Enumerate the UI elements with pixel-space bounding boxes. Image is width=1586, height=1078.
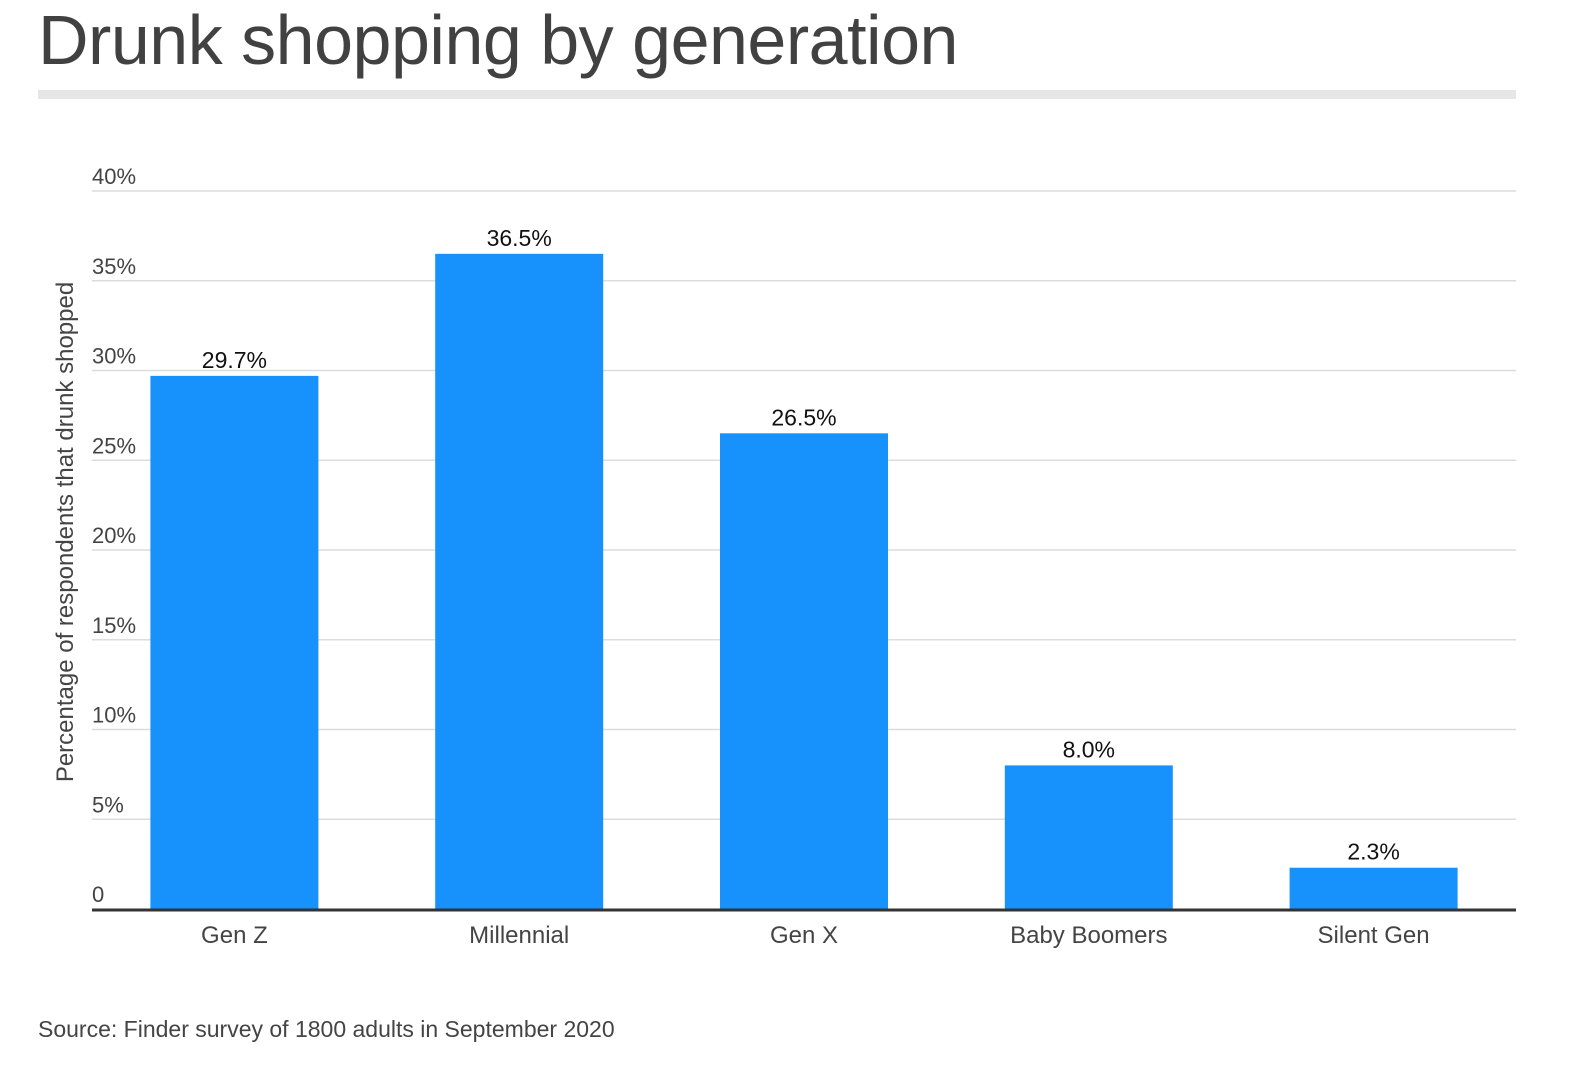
y-axis-label: Percentage of respondents that drunk sho… [52, 282, 79, 782]
bar-value-label: 8.0% [1063, 736, 1115, 762]
bar [150, 375, 319, 909]
y-tick-label: 0 [92, 882, 104, 907]
x-tick-label: Baby Boomers [1010, 922, 1167, 949]
x-tick-label: Gen X [770, 922, 838, 949]
bar-value-label: 36.5% [487, 225, 552, 251]
bar-value-label: 2.3% [1347, 839, 1399, 865]
bars [150, 253, 1458, 909]
y-tick-label: 5% [92, 792, 124, 817]
bar-value-labels: 29.7% 36.5% 26.5% 8.0% 2.3% [202, 225, 1400, 865]
title-divider [38, 90, 1516, 99]
x-tick-label: Gen Z [201, 922, 268, 949]
source-note: Source: Finder survey of 1800 adults in … [38, 1016, 615, 1042]
bar-value-label: 26.5% [771, 404, 836, 430]
y-tick-label: 15% [92, 613, 136, 638]
bar [1004, 765, 1173, 909]
bar [720, 433, 888, 909]
y-axis-ticks: 0 5% 10% 15% 20% 25% 30% 35% 40% [92, 164, 136, 907]
y-tick-label: 20% [92, 523, 136, 548]
bar [1289, 867, 1458, 909]
y-tick-label: 35% [92, 254, 136, 279]
y-tick-label: 10% [92, 703, 136, 728]
bar-value-label: 29.7% [202, 347, 267, 373]
gridlines [92, 190, 1516, 820]
x-axis-ticks: Gen Z Millennial Gen X Baby Boomers Silent G… [201, 922, 1430, 949]
x-tick-label: Silent Gen [1318, 922, 1430, 949]
x-tick-label: Millennial [469, 922, 569, 949]
y-tick-label: 30% [92, 344, 136, 369]
bar [435, 253, 604, 909]
chart-title: Drunk shopping by generation [38, 1, 958, 79]
y-tick-label: 25% [92, 433, 136, 458]
y-tick-label: 40% [92, 164, 136, 189]
